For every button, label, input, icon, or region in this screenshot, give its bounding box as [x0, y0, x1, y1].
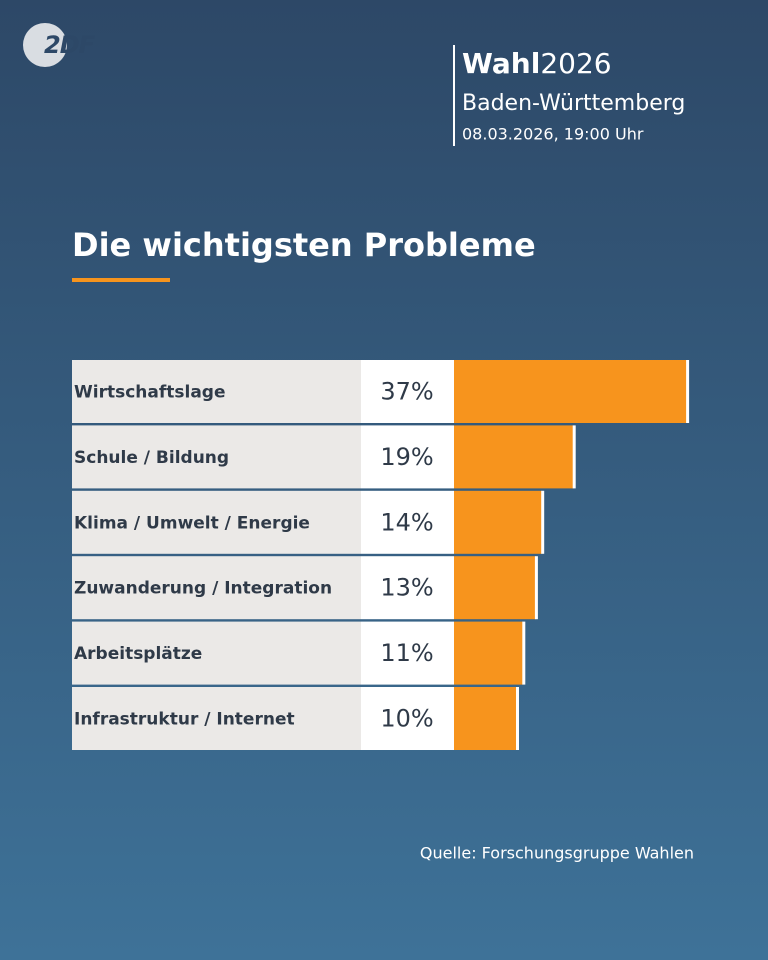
logo: 2DF: [44, 31, 96, 59]
header-date: 08.03.2026, 19:00 Uhr: [462, 125, 644, 144]
value-cell: [361, 490, 454, 554]
bar-edge: [522, 621, 526, 685]
bar: [454, 490, 543, 554]
bar-edge: [534, 556, 538, 620]
bar: [454, 556, 536, 620]
value-cell: [361, 425, 454, 489]
label-cell: [72, 360, 361, 423]
brand-bold: Wahl: [462, 47, 540, 80]
title-underline: [72, 278, 170, 282]
value-label: 13%: [380, 574, 433, 602]
value-cell: [361, 556, 454, 620]
value-cell: [361, 360, 454, 423]
value-label: 14%: [380, 508, 433, 536]
bar-edge: [686, 360, 690, 423]
chart-title: Die wichtigsten Probleme: [72, 226, 536, 264]
bar: [454, 360, 688, 423]
label-cell: [72, 490, 361, 554]
bar-edge: [572, 425, 576, 489]
label-cell: [72, 425, 361, 489]
bar-edge: [516, 687, 519, 750]
category-label: Infrastruktur / Internet: [74, 710, 295, 730]
value-label: 19%: [380, 443, 433, 471]
value-label: 10%: [380, 705, 433, 733]
bar: [454, 425, 574, 489]
value-label: 37%: [380, 378, 433, 406]
bar: [454, 621, 524, 685]
logo-circle: [23, 23, 67, 67]
value-label: 11%: [380, 639, 433, 667]
value-cell: [361, 687, 454, 750]
label-cell: [72, 556, 361, 620]
bar: [454, 687, 517, 750]
category-label: Klima / Umwelt / Energie: [74, 513, 310, 533]
category-label: Arbeitsplätze: [74, 644, 202, 664]
category-label: Schule / Bildung: [74, 448, 229, 468]
source: Quelle: Forschungsgruppe Wahlen: [420, 844, 694, 863]
label-cell: [72, 687, 361, 750]
header-brand: Wahl2026: [462, 47, 612, 80]
bar-edge: [541, 490, 545, 554]
category-label: Wirtschaftslage: [74, 383, 226, 403]
value-cell: [361, 621, 454, 685]
category-label: Zuwanderung / Integration: [74, 579, 332, 599]
brand-year: 2026: [540, 47, 611, 80]
label-cell: [72, 621, 361, 685]
header-region: Baden-Württemberg: [462, 91, 685, 116]
